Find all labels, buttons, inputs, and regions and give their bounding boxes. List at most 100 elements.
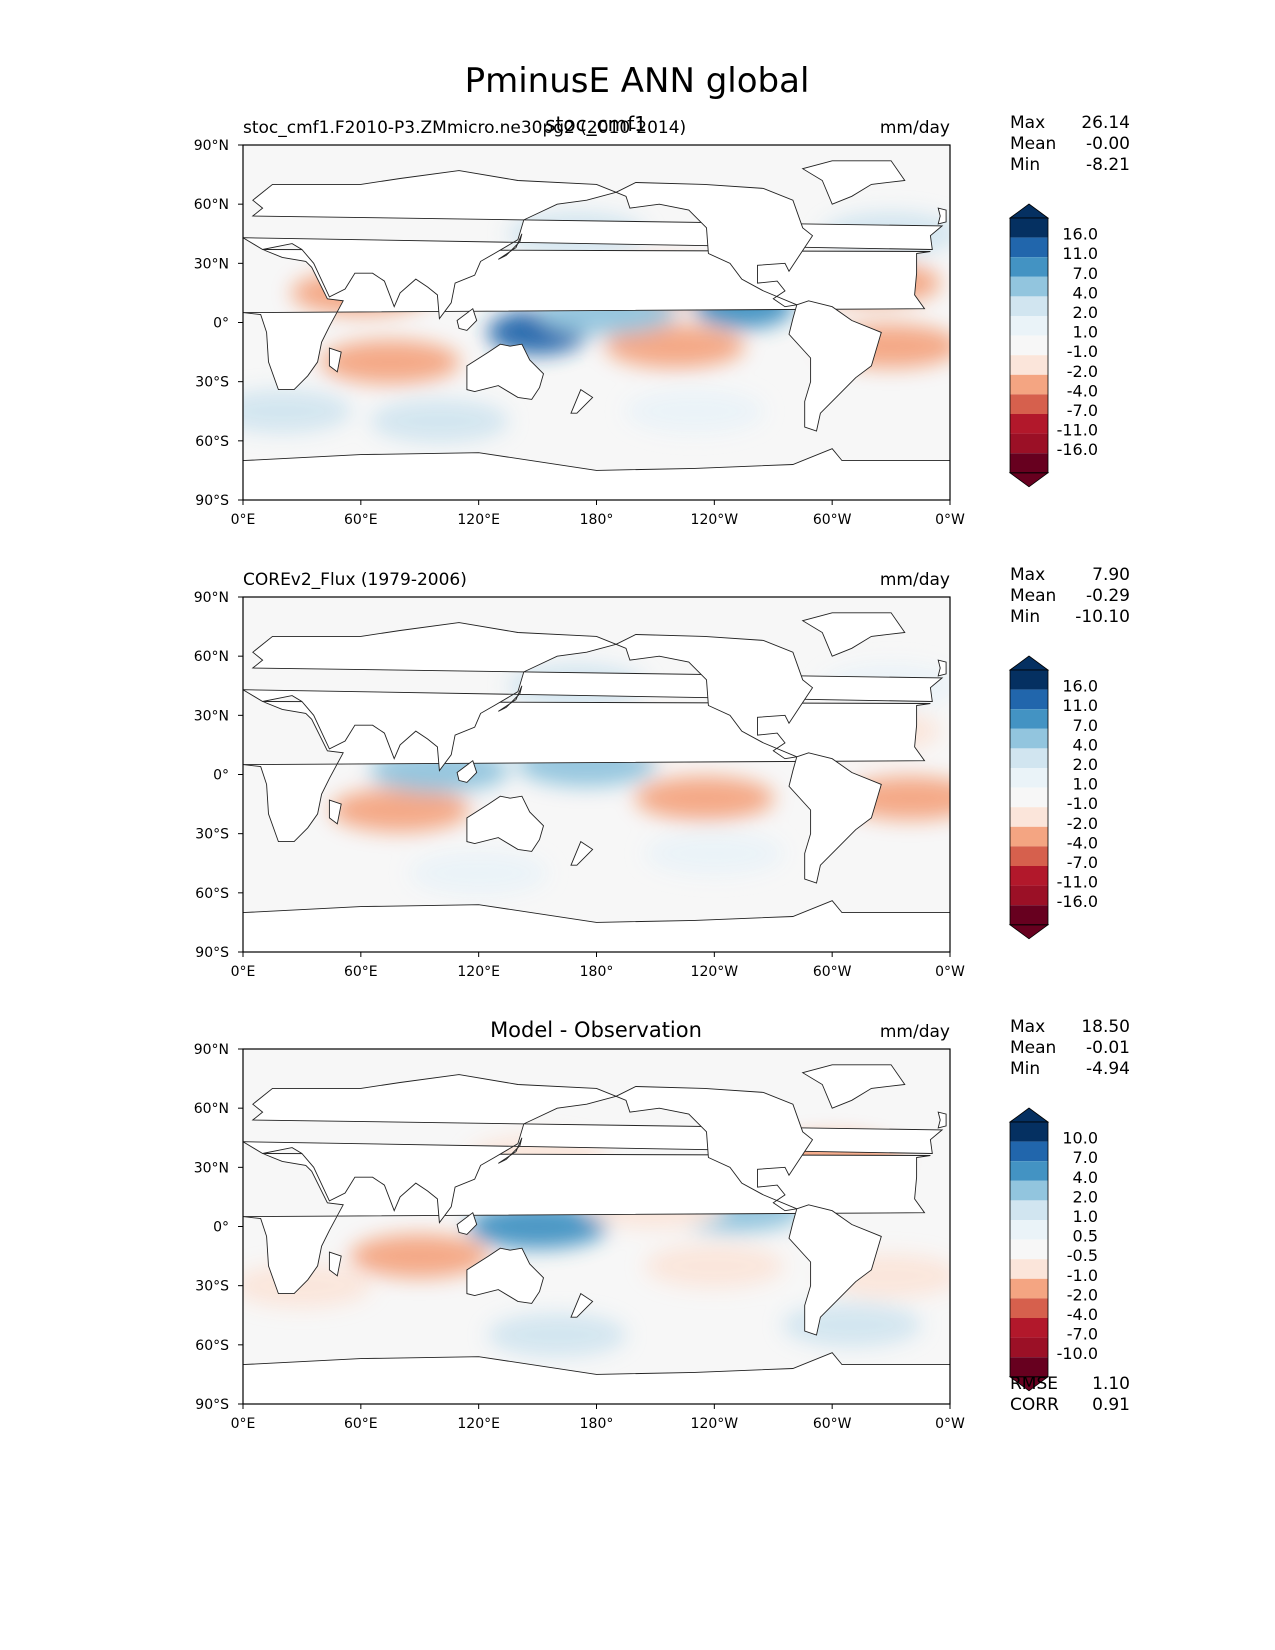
coastline-borneo <box>456 1211 478 1235</box>
coastline-borneo <box>456 759 478 783</box>
colorbar-level-label: -1.0 <box>1067 1266 1098 1285</box>
colorbar: 10.07.04.02.01.00.5-0.5-1.0-2.0-4.0-7.0-… <box>1008 1107 1098 1392</box>
y-tick-label: 0° <box>213 1220 229 1236</box>
y-tick-label: 90°N <box>194 590 229 606</box>
stat-value-mean: -0.29 <box>1086 586 1130 606</box>
colorbar-level-label: -1.0 <box>1067 342 1098 361</box>
colorbar-level-label: 11.0 <box>1062 244 1098 263</box>
panel-units: mm/day <box>880 118 950 138</box>
coastline-australia <box>466 343 545 400</box>
x-tick-label: 120°E <box>457 512 500 528</box>
colorbar-frame <box>1009 217 1049 474</box>
colorbar-level-label: 2.0 <box>1073 1187 1098 1206</box>
field-region <box>605 324 746 369</box>
colorbar-segment <box>1010 709 1048 729</box>
colorbar-segment <box>1010 394 1048 414</box>
stat-label-mean: Mean <box>1010 1038 1056 1058</box>
y-tick-label: 30°N <box>194 256 229 272</box>
field-region <box>644 831 785 876</box>
x-tick-label: 0°W <box>935 1416 965 1432</box>
stat-value-min: -10.10 <box>1075 607 1130 627</box>
coastline-europe_asia <box>243 170 944 320</box>
colorbar-level-label: -16.0 <box>1057 440 1098 459</box>
x-tick-label: 120°E <box>457 964 500 980</box>
colorbar-segment <box>1010 257 1048 277</box>
colorbar-level-label: -4.0 <box>1067 381 1098 400</box>
colorbar-level-label: 1.0 <box>1073 323 1098 342</box>
field-region <box>408 851 549 896</box>
colorbar-level-label: -1.0 <box>1067 794 1098 813</box>
metric-value-rmse: 1.10 <box>1092 1374 1130 1394</box>
colorbar-level-label: 11.0 <box>1062 696 1098 715</box>
field-region <box>487 1312 628 1357</box>
y-tick-label: 60°N <box>194 1101 229 1117</box>
field-region <box>330 788 471 832</box>
colorbar-extend-top <box>1008 655 1050 671</box>
coastline-uk <box>937 659 947 677</box>
land-masses <box>243 160 950 500</box>
panel-units: mm/day <box>880 570 950 590</box>
coastline-australia <box>466 1247 545 1304</box>
colorbar-extend-top <box>1008 203 1050 219</box>
colorbar-segment <box>1010 807 1048 827</box>
y-tick-label: 30°N <box>194 1160 229 1176</box>
colorbar-segment <box>1010 355 1048 375</box>
colorbar-level-label: -2.0 <box>1067 814 1098 833</box>
stat-value-min: -4.94 <box>1086 1059 1130 1079</box>
coastline-n_america <box>615 634 814 760</box>
colorbar-segment <box>1010 689 1048 710</box>
x-tick-label: 60°W <box>813 512 852 528</box>
colorbar-level-label: 7.0 <box>1073 264 1098 283</box>
colorbar-segment <box>1010 1259 1048 1279</box>
x-tick-label: 120°W <box>691 964 739 980</box>
metric-value-corr: 0.91 <box>1092 1395 1130 1415</box>
land-masses <box>243 1064 950 1404</box>
panel-left-title: COREv2_Flux (1979-2006) <box>243 570 467 590</box>
coastline-nz <box>570 1292 594 1318</box>
x-tick-label: 180° <box>580 512 614 528</box>
y-tick-label: 60°S <box>195 1338 229 1354</box>
colorbar-segment <box>1010 1180 1048 1201</box>
colorbar-segment <box>1010 846 1048 866</box>
colorbar-segment <box>1010 1141 1048 1162</box>
colorbar-segment <box>1010 296 1048 316</box>
colorbar-segment <box>1010 1239 1048 1260</box>
coastline-madagascar <box>328 1251 342 1277</box>
colorbar-level-label: 1.0 <box>1073 1207 1098 1226</box>
panel-test: 90°N 60°N 30°N 0° 30°S 60°S 90°S0°E 60°E 120°E 18… <box>194 112 1130 528</box>
stat-label-max: Max <box>1010 565 1045 585</box>
stat-value-max: 26.14 <box>1081 113 1130 133</box>
colorbar-level-label: 16.0 <box>1062 225 1098 244</box>
stat-label-min: Min <box>1010 607 1040 627</box>
field-region <box>624 389 765 434</box>
panel-difference: 90°N 60°N 30°N 0° 30°S 60°S 90°S0°E 60°E 120°E 18… <box>194 1017 1130 1432</box>
colorbar-level-label: 0.5 <box>1073 1227 1098 1246</box>
colorbar-frame <box>1009 1121 1049 1378</box>
colorbar-segment <box>1010 670 1048 690</box>
x-tick-label: 120°W <box>691 1416 739 1432</box>
colorbar-segment <box>1010 768 1048 788</box>
colorbar-segment <box>1010 335 1048 356</box>
stat-label-mean: Mean <box>1010 586 1056 606</box>
stat-label-min: Min <box>1010 155 1040 175</box>
coastline-madagascar <box>328 799 342 825</box>
y-tick-label: 90°N <box>194 1042 229 1058</box>
field-region <box>781 1303 922 1348</box>
coastline-greenland <box>801 1064 906 1109</box>
metric-label-rmse: RMSE <box>1010 1374 1058 1394</box>
coastline-madagascar <box>328 347 342 373</box>
x-tick-label: 180° <box>580 964 614 980</box>
colorbar-extend-bottom <box>1008 924 1050 940</box>
colorbar-segment <box>1010 1298 1048 1318</box>
stat-label-mean: Mean <box>1010 134 1056 154</box>
colorbar-segment <box>1010 1122 1048 1142</box>
field-region <box>320 339 461 384</box>
coastline-japan <box>498 233 523 260</box>
colorbar-level-label: -2.0 <box>1067 1285 1098 1304</box>
colorbar-segment <box>1010 1220 1048 1240</box>
y-tick-label: 0° <box>213 768 229 784</box>
field-region <box>369 399 510 444</box>
colorbar-level-label: -7.0 <box>1067 1325 1098 1344</box>
y-tick-label: 60°N <box>194 197 229 213</box>
colorbar-segment <box>1010 1278 1048 1299</box>
